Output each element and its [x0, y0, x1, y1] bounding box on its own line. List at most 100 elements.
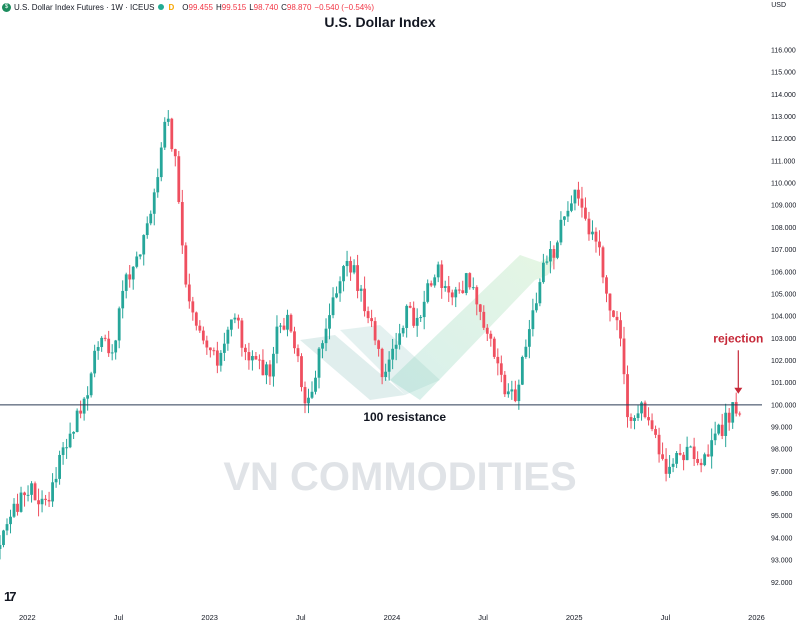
- candle: [47, 499, 51, 502]
- candle: [671, 463, 675, 467]
- candle: [68, 433, 72, 448]
- candle: [23, 492, 26, 496]
- candle: [191, 301, 195, 313]
- x-tick-label: Jul: [478, 613, 488, 622]
- candle: [107, 338, 111, 354]
- candle: [233, 317, 237, 320]
- candle: [703, 454, 707, 466]
- candle: [180, 202, 184, 246]
- y-tick-label: 92.000: [771, 580, 793, 587]
- candle: [240, 320, 244, 348]
- candle: [538, 282, 542, 304]
- candle: [370, 318, 374, 322]
- candle: [524, 346, 528, 357]
- candle: [468, 273, 472, 288]
- candle: [254, 356, 258, 360]
- candle: [40, 498, 44, 505]
- x-tick-label: 2025: [566, 613, 583, 622]
- candle: [201, 330, 205, 341]
- candle: [359, 288, 363, 291]
- candle: [373, 321, 377, 341]
- candle: [654, 429, 657, 435]
- candle: [517, 384, 521, 402]
- tradingview-logo[interactable]: 17: [4, 589, 17, 604]
- candle: [615, 316, 619, 321]
- candle: [556, 242, 559, 258]
- watermark-text: VN COMMODITIES: [223, 455, 576, 499]
- candle: [243, 347, 247, 353]
- y-tick-label: 98.000: [771, 447, 793, 454]
- candle: [727, 412, 731, 423]
- candle: [79, 410, 83, 414]
- candle: [226, 329, 230, 344]
- candle: [366, 311, 370, 319]
- candle: [219, 352, 223, 366]
- y-axis: 92.000 93.000 94.000 95.000 96.000 97.000 98.0…: [771, 47, 796, 586]
- candle: [513, 389, 517, 402]
- candle: [450, 292, 454, 298]
- candle: [356, 265, 359, 291]
- candle: [552, 249, 556, 258]
- candle: [268, 364, 272, 377]
- candle: [212, 350, 216, 352]
- candle: [222, 343, 226, 353]
- candle: [117, 308, 121, 341]
- candle: [724, 412, 728, 436]
- high-value: 99.515: [221, 2, 247, 12]
- candle: [86, 395, 90, 399]
- candle: [636, 413, 640, 418]
- candle: [149, 213, 153, 224]
- candle: [282, 325, 286, 330]
- y-tick-label: 104.000: [771, 314, 796, 321]
- candle: [384, 371, 388, 378]
- candle: [75, 410, 79, 432]
- candle: [215, 350, 219, 366]
- candle: [713, 433, 717, 441]
- candle: [208, 347, 212, 351]
- candle: [159, 147, 163, 178]
- low-value: 98.740: [253, 2, 279, 12]
- resistance-label: 100 resistance: [363, 410, 446, 424]
- candle: [16, 503, 19, 512]
- y-tick-label: 113.000: [771, 114, 796, 121]
- candle: [114, 340, 118, 353]
- candle: [251, 356, 254, 361]
- candle: [591, 231, 594, 235]
- candle: [170, 118, 174, 150]
- candle: [475, 287, 479, 305]
- candle: [594, 231, 598, 242]
- candle: [527, 329, 531, 347]
- data-badge: D: [168, 2, 175, 12]
- candle: [668, 466, 671, 474]
- y-tick-label: 97.000: [771, 469, 793, 476]
- candle: [300, 356, 303, 388]
- candle: [738, 413, 742, 415]
- candle: [100, 337, 104, 348]
- candle: [187, 284, 191, 302]
- candle: [44, 498, 47, 500]
- candle: [103, 337, 107, 339]
- candle: [408, 305, 412, 308]
- candle: [205, 340, 209, 348]
- x-axis: 2022 Jul 2023 Jul 2024 Jul 2025 Jul 2026: [19, 613, 765, 622]
- candle: [145, 223, 149, 236]
- candle: [82, 398, 86, 414]
- candle: [548, 249, 552, 262]
- close-value: 98.870: [286, 2, 312, 12]
- candle: [692, 446, 696, 459]
- candle: [331, 297, 335, 316]
- candle: [387, 359, 391, 372]
- candle: [89, 373, 93, 396]
- candle: [426, 283, 430, 302]
- candle: [286, 314, 289, 330]
- symbol-label[interactable]: U.S. Dollar Index Futures · 1W · ICEUS: [14, 2, 155, 12]
- candle: [464, 273, 468, 294]
- y-tick-label: 96.000: [771, 491, 793, 498]
- candle: [279, 325, 282, 327]
- x-tick-label: 2024: [384, 613, 401, 622]
- candle: [289, 314, 293, 332]
- y-tick-label: 105.000: [771, 291, 796, 298]
- x-tick-label: 2026: [748, 613, 765, 622]
